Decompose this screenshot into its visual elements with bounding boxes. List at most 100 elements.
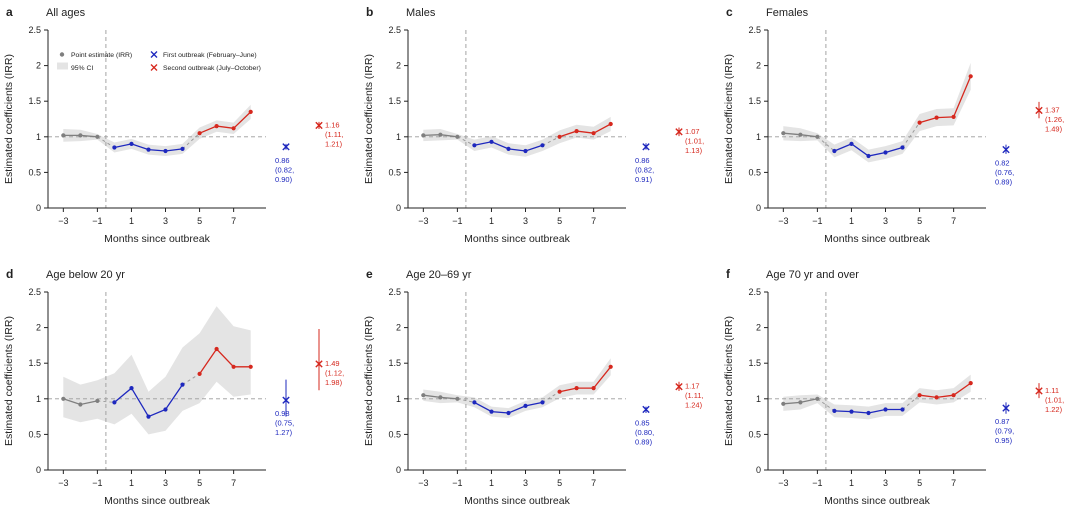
ci-band-icon xyxy=(57,62,68,70)
series-second-outbreak xyxy=(917,74,973,125)
segment-connector xyxy=(817,136,835,152)
data-point xyxy=(968,74,973,79)
y-tick-label: 1.5 xyxy=(388,358,401,368)
data-point xyxy=(540,400,545,405)
x-tick-label: −3 xyxy=(778,216,788,226)
y-tick-label: 0.5 xyxy=(28,429,41,439)
data-point xyxy=(95,134,100,139)
data-point xyxy=(849,409,854,414)
point-estimate-icon xyxy=(59,52,65,57)
y-tick-label: 2.5 xyxy=(388,287,401,297)
data-point xyxy=(591,386,596,391)
chart-d: 0 0.5 1 1.5 2 2.5 −3 −1 1 3 5 7 Months since outbrea… xyxy=(3,267,344,507)
y-tick-label: 1 xyxy=(396,132,401,142)
panel-a: 0 0.5 1 1.5 2 2.5 −3 −1 1 3 5 7 Months since outbrea… xyxy=(0,0,360,262)
summary-second-text: 1.21) xyxy=(325,139,343,148)
segment-connector xyxy=(902,122,920,148)
x-tick-label: −3 xyxy=(58,216,68,226)
summary-first-text: 0.91) xyxy=(635,175,653,184)
summary-first-text: (0.79, xyxy=(995,427,1014,436)
y-tick-label: 2 xyxy=(756,323,761,333)
data-point xyxy=(883,407,888,412)
panel-title: Males xyxy=(406,7,436,19)
panel-title: Females xyxy=(766,7,809,19)
x-tick-label: 3 xyxy=(883,216,888,226)
data-point xyxy=(951,114,956,119)
chart-c: 0 0.5 1 1.5 2 2.5 −3 −1 1 3 5 7 Months since outbrea… xyxy=(723,5,1064,245)
summary-first-text: 0.82 xyxy=(995,159,1010,168)
panel-title: All ages xyxy=(46,7,86,19)
x-tick-label: 5 xyxy=(917,216,922,226)
summary-second-text: 1.07 xyxy=(685,127,700,136)
y-tick-label: 2.5 xyxy=(388,25,401,35)
y-tick-label: 2.5 xyxy=(748,25,761,35)
series-first-outbreak xyxy=(112,141,185,154)
y-tick-label: 0 xyxy=(756,465,761,475)
y-tick-label: 1 xyxy=(756,394,761,404)
data-point xyxy=(523,148,528,154)
x-tick-label: −1 xyxy=(452,478,462,488)
x-tick-label: 7 xyxy=(591,216,596,226)
ci-band xyxy=(423,116,611,157)
x-tick-label: 1 xyxy=(129,216,134,226)
data-point xyxy=(180,382,185,387)
y-tick-label: 2.5 xyxy=(28,287,41,297)
data-point xyxy=(832,408,837,413)
summary-second-text: 1.49 xyxy=(325,359,340,368)
data-point xyxy=(112,400,117,405)
y-tick-label: 1.5 xyxy=(748,96,761,106)
summary-second-text: 1.22) xyxy=(1045,405,1063,414)
data-point xyxy=(472,400,477,405)
series-second-outbreak xyxy=(917,381,973,400)
data-point xyxy=(489,139,494,144)
data-point xyxy=(557,389,562,394)
data-point xyxy=(900,145,905,150)
y-axis-label: Estimated coefficients (IRR) xyxy=(363,316,375,446)
legend-label: First outbreak (February–June) xyxy=(163,52,257,59)
x-tick-label: 7 xyxy=(231,478,236,488)
series-first-outbreak xyxy=(832,407,905,416)
summary-first-outbreak: 0.98(0.75,1.27) xyxy=(275,379,294,437)
series-pre-outbreak xyxy=(61,396,100,407)
data-point xyxy=(798,400,803,405)
panel-letter: b xyxy=(366,5,373,19)
x-tick-label: −1 xyxy=(452,216,462,226)
series-first-outbreak xyxy=(472,139,545,154)
x-tick-label: −1 xyxy=(812,478,822,488)
y-tick-label: 1 xyxy=(36,394,41,404)
data-point xyxy=(248,364,253,369)
x-tick-label: 7 xyxy=(591,478,596,488)
data-point xyxy=(438,132,443,137)
axes xyxy=(44,29,266,212)
summary-second-outbreak: 1.37(1.26,1.49) xyxy=(1035,101,1064,133)
data-point xyxy=(489,409,494,414)
y-tick-label: 0 xyxy=(396,465,401,475)
series-pre-outbreak xyxy=(781,396,820,406)
y-tick-label: 1 xyxy=(396,394,401,404)
legend-label: Second outbreak (July–October) xyxy=(163,65,261,72)
series-first-outbreak xyxy=(832,141,905,159)
data-point xyxy=(61,396,66,401)
data-point xyxy=(574,129,579,134)
y-tick-label: 1.5 xyxy=(28,96,41,106)
summary-second-text: 1.16 xyxy=(325,120,340,129)
y-axis-label: Estimated coefficients (IRR) xyxy=(3,316,15,446)
summary-second-text: 1.37 xyxy=(1045,105,1060,114)
y-axis-label: Estimated coefficients (IRR) xyxy=(3,54,15,184)
series-pre-outbreak xyxy=(61,133,100,139)
summary-first-outbreak: 0.86(0.82,0.90) xyxy=(275,143,294,184)
data-point xyxy=(781,131,786,136)
x-axis-label: Months since outbreak xyxy=(104,233,210,245)
data-point xyxy=(214,124,219,129)
x-tick-label: 1 xyxy=(489,478,494,488)
x-tick-label: 5 xyxy=(197,216,202,226)
x-tick-label: 7 xyxy=(951,478,956,488)
summary-first-text: (0.82, xyxy=(275,165,294,174)
axes xyxy=(404,291,626,474)
y-tick-label: 0.5 xyxy=(388,167,401,177)
data-point xyxy=(61,133,66,138)
summary-first-text: 0.90) xyxy=(275,175,293,184)
ci-band xyxy=(423,358,611,418)
chart-e: 0 0.5 1 1.5 2 2.5 −3 −1 1 3 5 7 Months since outbrea… xyxy=(363,267,704,507)
y-tick-label: 0 xyxy=(396,203,401,213)
